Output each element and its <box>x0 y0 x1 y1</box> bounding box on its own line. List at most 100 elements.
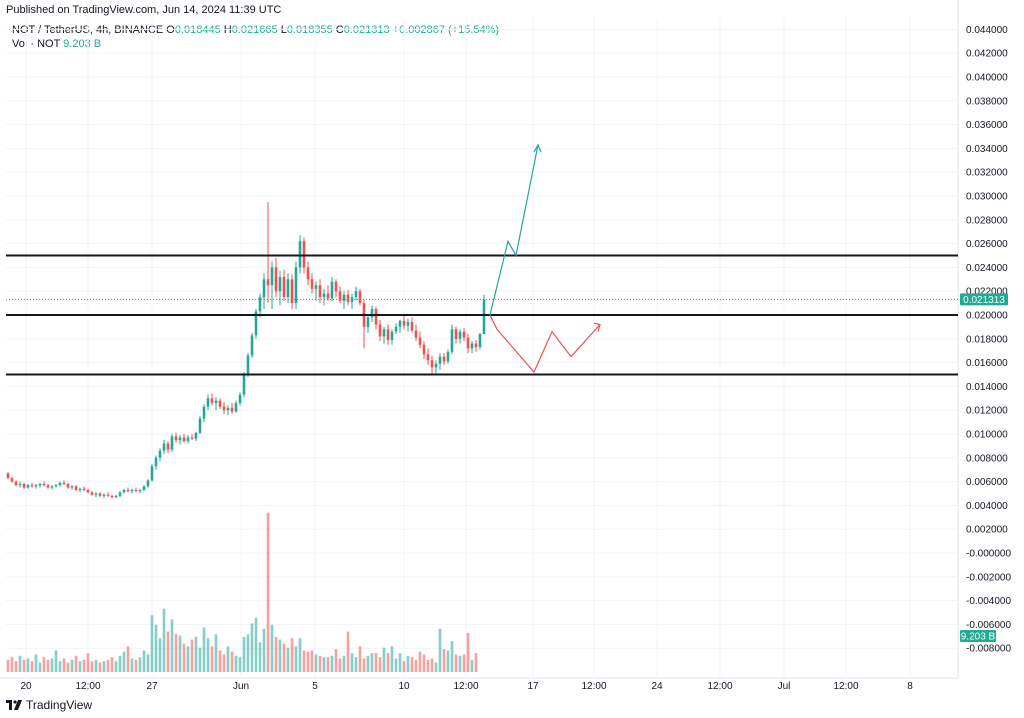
candle-body <box>278 276 282 292</box>
volume-bar <box>18 655 22 672</box>
volume-bar <box>170 619 174 672</box>
x-axis-tick-label: 10 <box>398 681 410 692</box>
candle-body <box>122 489 126 493</box>
volume-bar <box>462 654 466 672</box>
volume-bar <box>158 638 162 672</box>
x-axis-tick-label: 12:00 <box>75 681 100 692</box>
y-axis-tick-label: 0.002000 <box>966 525 1008 536</box>
volume-bar <box>394 658 398 672</box>
candle-body <box>390 331 394 340</box>
volume-bar <box>426 659 430 672</box>
volume-bar <box>166 631 170 672</box>
volume-bar <box>258 642 262 672</box>
y-axis-tick-label: -0.006000 <box>966 620 1011 631</box>
candle-body <box>322 293 326 298</box>
candle-body <box>114 495 118 498</box>
candle-body <box>110 495 114 498</box>
volume-bar <box>322 657 326 672</box>
candle-body <box>442 356 446 362</box>
volume-bar <box>42 657 46 672</box>
volume-label[interactable]: Vol · NOT <box>12 38 61 50</box>
volume-bar <box>366 655 370 672</box>
y-axis-tick-label: 0.018000 <box>966 334 1008 345</box>
volume-bar <box>94 659 98 672</box>
volume-bar <box>210 646 214 672</box>
volume-bar <box>234 655 238 672</box>
volume-bar <box>202 627 206 672</box>
candle-body <box>226 407 230 411</box>
volume-bar <box>50 658 54 672</box>
candle-body <box>426 354 430 361</box>
volume-bar <box>370 653 374 672</box>
x-axis-tick-label: 12:00 <box>453 681 478 692</box>
volume-bar <box>226 646 230 672</box>
volume-bar <box>138 657 142 672</box>
candle-body <box>246 355 250 375</box>
volume-bar <box>190 639 194 672</box>
volume-bar <box>22 659 26 672</box>
candle-body <box>366 317 370 327</box>
candle-body <box>334 281 338 292</box>
candle-body <box>74 486 78 490</box>
candle-body <box>470 343 474 349</box>
volume-bar <box>470 659 474 672</box>
volume-bar <box>14 661 18 672</box>
volume-bar <box>10 657 14 672</box>
close-value: 0.021313 <box>343 24 390 36</box>
volume-bar <box>454 654 458 672</box>
volume-bar <box>378 657 382 672</box>
tradingview-brand[interactable]: TradingView <box>26 698 93 712</box>
candle-body <box>318 285 322 298</box>
volume-bar <box>446 650 450 672</box>
candle-body <box>98 493 102 496</box>
volume-bar <box>78 661 82 672</box>
y-axis-tick-label: 0.034000 <box>966 144 1008 155</box>
candle-body <box>134 489 138 492</box>
candle-body <box>474 343 478 348</box>
volume-bar <box>398 653 402 672</box>
x-axis-tick-label: 17 <box>527 681 539 692</box>
volume-bar <box>278 639 282 672</box>
candle-body <box>326 293 330 299</box>
volume-label-bg <box>960 630 996 642</box>
candle-body <box>478 334 482 348</box>
candle-body <box>218 400 222 407</box>
volume-bar <box>262 628 266 672</box>
volume-legend: Vol · NOT 9.203 B <box>12 38 101 50</box>
candle-body <box>194 432 198 439</box>
volume-bar <box>34 654 38 672</box>
candle-body <box>418 337 422 345</box>
y-axis-tick-label: 0.030000 <box>966 192 1008 203</box>
low-value: 0.018355 <box>286 24 333 36</box>
volume-bar <box>386 653 390 672</box>
volume-bar <box>362 658 366 672</box>
candle-body <box>302 241 306 268</box>
x-axis-tick-label: 5 <box>312 681 318 692</box>
projection-up-path <box>489 144 539 316</box>
volume-bar <box>406 655 410 672</box>
open-value: 0.018445 <box>174 24 221 36</box>
candle-body <box>234 403 238 412</box>
volume-bar <box>274 636 278 672</box>
volume-bar <box>142 650 146 672</box>
volume-bar <box>118 655 122 672</box>
candle-body <box>90 492 94 495</box>
volume-bar <box>130 658 134 672</box>
candle-body <box>18 483 22 486</box>
volume-bar <box>58 661 62 672</box>
candle-body <box>258 297 262 312</box>
candle-body <box>78 488 82 490</box>
y-axis-tick-label: 0.042000 <box>966 49 1008 60</box>
y-axis-tick-label: 0.026000 <box>966 239 1008 250</box>
volume-bar <box>438 628 442 672</box>
volume-bar <box>74 655 78 672</box>
volume-bar <box>218 650 222 672</box>
x-axis-tick-label: 12:00 <box>707 681 732 692</box>
volume-bar <box>318 655 322 672</box>
y-axis-tick-label: 0.014000 <box>966 382 1008 393</box>
candle-body <box>66 483 70 488</box>
volume-bar <box>298 638 302 672</box>
candle-body <box>430 360 434 368</box>
volume-bar <box>334 649 338 672</box>
